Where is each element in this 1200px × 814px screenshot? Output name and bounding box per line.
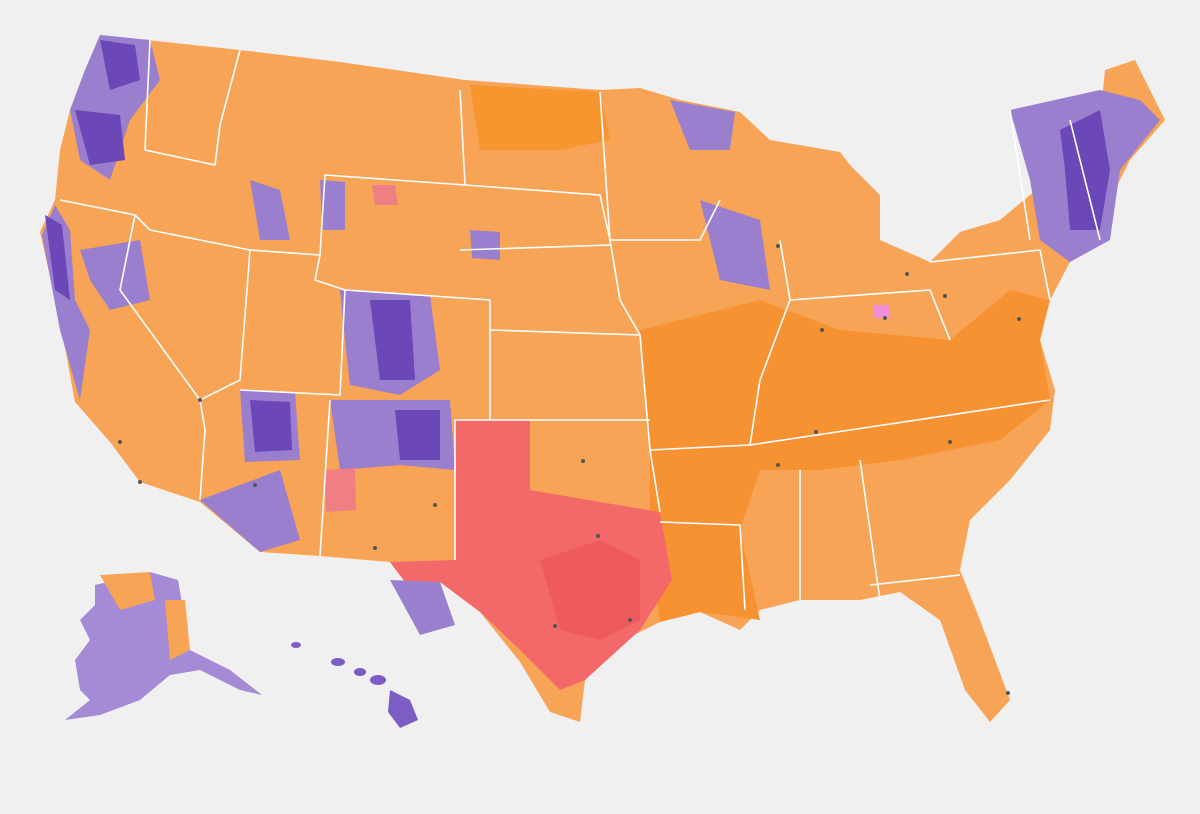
pink-county xyxy=(372,185,398,205)
alaska xyxy=(65,572,262,720)
deep-orange-north xyxy=(470,85,610,150)
hawaii xyxy=(291,642,418,728)
city-dots xyxy=(118,244,1021,695)
alaska-orange xyxy=(100,572,155,610)
alaska-orange xyxy=(165,600,190,660)
purple-regions xyxy=(42,35,1160,635)
deep-orange-region xyxy=(640,290,1050,622)
dark-purple-regions xyxy=(45,40,1110,460)
pink-county xyxy=(325,468,356,512)
pink-county xyxy=(873,305,890,318)
state-borders xyxy=(59,39,1101,611)
texas-deep-red xyxy=(540,540,640,640)
